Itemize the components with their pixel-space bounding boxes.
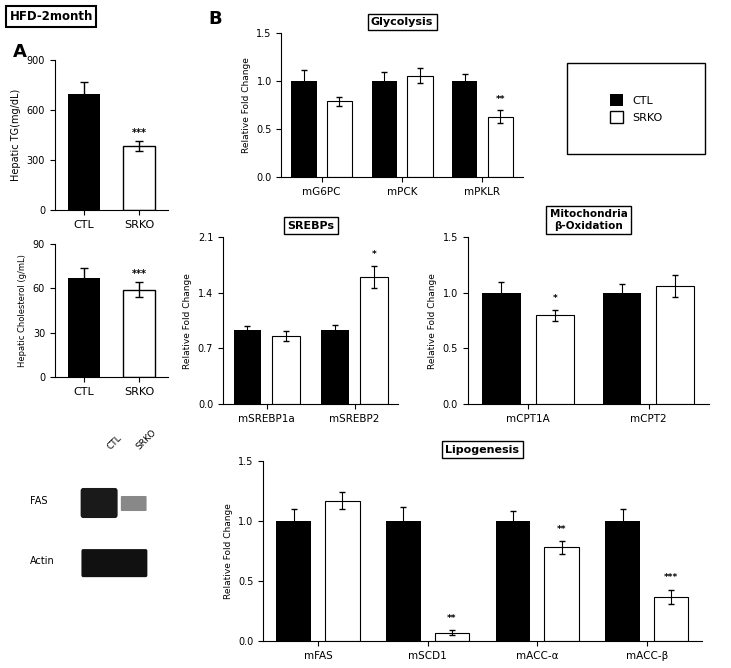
Bar [322,330,349,404]
FancyBboxPatch shape [81,549,148,577]
Bar [656,286,694,404]
FancyBboxPatch shape [80,488,118,518]
Text: Actin: Actin [30,556,55,566]
Text: ***: *** [132,128,146,138]
Text: ***: *** [664,573,678,582]
Bar [68,278,100,377]
Bar [434,633,469,641]
Bar [482,293,520,404]
Text: B: B [208,10,222,28]
Bar [123,146,155,210]
Text: **: ** [447,615,457,623]
Text: ***: *** [132,269,146,279]
Title: Mitochondria
β-Oxidation: Mitochondria β-Oxidation [550,209,627,231]
FancyBboxPatch shape [121,496,146,511]
Bar [452,81,477,177]
Bar [496,521,531,641]
Title: Lipogenesis: Lipogenesis [445,445,520,455]
Y-axis label: Relative Fold Change: Relative Fold Change [428,273,437,369]
Bar [407,75,433,177]
Bar [371,81,397,177]
Bar [544,548,579,641]
Bar [360,277,387,404]
Text: SRKO: SRKO [135,428,158,452]
Y-axis label: Hepatic TG(mg/dL): Hepatic TG(mg/dL) [11,89,21,182]
Bar [603,293,641,404]
Bar [536,315,574,404]
Bar [276,521,311,641]
Bar [386,521,421,641]
Text: CTL: CTL [105,433,124,452]
Y-axis label: Hepatic Cholesterol (g/mL): Hepatic Cholesterol (g/mL) [18,255,27,367]
Title: SREBPs: SREBPs [287,221,334,231]
Text: *: * [371,250,376,259]
Bar [123,290,155,377]
Bar [273,336,300,404]
Text: *: * [553,294,557,303]
Legend: CTL, SRKO: CTL, SRKO [603,88,669,130]
Bar [325,500,360,641]
Y-axis label: Relative Fold Change: Relative Fold Change [183,273,192,369]
Y-axis label: Relative Fold Change: Relative Fold Change [224,503,232,599]
Title: Glycolysis: Glycolysis [371,17,433,27]
Y-axis label: Relative Fold Change: Relative Fold Change [242,57,251,153]
Bar [654,597,689,641]
Bar [488,117,513,177]
Text: **: ** [496,96,505,104]
Text: A: A [13,43,27,61]
Bar [234,330,261,404]
Bar [68,94,100,210]
Bar [605,521,640,641]
Text: HFD-2month: HFD-2month [10,10,93,23]
Text: FAS: FAS [30,496,48,506]
Text: **: ** [557,525,567,534]
Bar [327,102,352,177]
Bar [291,81,317,177]
